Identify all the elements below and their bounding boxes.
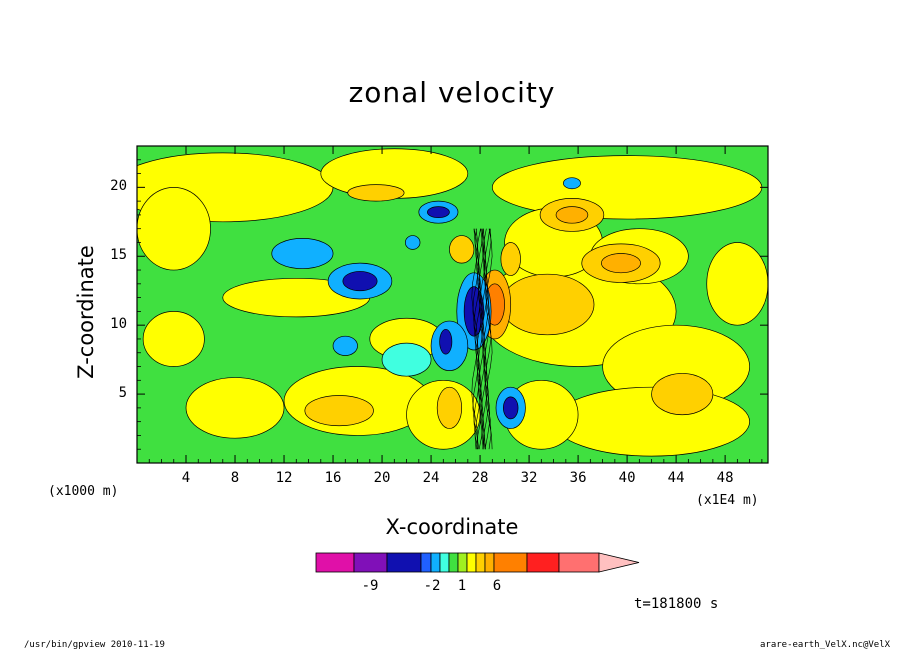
contour-region-18 (436, 386, 463, 429)
x-tick-label-6: 28 (471, 470, 489, 486)
dense-contour-3 (474, 228, 482, 450)
colorbar-swatch-2 (386, 552, 422, 573)
colorbar-label-3: 6 (492, 578, 502, 594)
contour-region-10 (553, 386, 750, 457)
x-tick-label-3: 16 (324, 470, 342, 486)
time-label: t=181800 s (634, 596, 719, 612)
dense-contour-11 (483, 228, 491, 450)
x-axis-label: X-coordinate (385, 515, 519, 539)
contour-region-29 (500, 242, 521, 276)
footer-left: /usr/bin/gpview 2010-11-19 (24, 640, 165, 650)
colorbar-swatch-11 (493, 552, 528, 573)
colorbar-label-2: 1 (457, 578, 467, 594)
contour-region-30 (271, 237, 334, 270)
colorbar-swatch-3 (420, 552, 432, 573)
x-tick-label-2: 12 (275, 470, 293, 486)
colorbar-swatch-1 (353, 552, 388, 573)
colorbar-label-0: -9 (361, 578, 379, 594)
contour-region-27 (347, 184, 405, 202)
colorbar-swatch-0 (315, 552, 355, 573)
colorbar-swatch-9 (475, 552, 486, 573)
contour-region-40 (502, 396, 519, 420)
contour-region-34 (427, 206, 450, 219)
y-axis-label: Z-coordinate (74, 245, 98, 379)
dense-contour-12 (484, 228, 492, 450)
colorbar-swatch-12 (526, 552, 560, 573)
colorbar-label-1: -2 (423, 578, 441, 594)
contour-region-42 (404, 235, 421, 250)
y-tick-label-1: 10 (110, 316, 127, 333)
chart-title: zonal velocity (348, 76, 556, 109)
x-tick-label-4: 20 (373, 470, 391, 486)
contour-region-43 (563, 177, 581, 190)
x-tick-label-7: 32 (520, 470, 538, 486)
colorbar-swatch-5 (439, 552, 450, 573)
x-tick-label-10: 44 (667, 470, 685, 486)
colorbar-extend-arrow (598, 552, 640, 573)
x-unit-right: (x1E4 m) (696, 493, 759, 508)
x-tick-label-5: 24 (422, 470, 440, 486)
contour-region-17 (304, 395, 374, 427)
contour-region-28 (449, 235, 475, 264)
contour-region-5 (185, 377, 285, 439)
colorbar-swatch-10 (484, 552, 495, 573)
colorbar-swatch-4 (430, 552, 441, 573)
colorbar-swatch-7 (457, 552, 468, 573)
dense-contour-1 (472, 228, 480, 450)
x-tick-label-1: 8 (230, 470, 240, 486)
contour-region-21 (555, 206, 589, 224)
x-tick-label-11: 48 (716, 470, 734, 486)
contour-region-19 (500, 273, 595, 336)
contour-region-44 (381, 342, 432, 377)
contour-region-3 (137, 187, 211, 271)
contour-region-13 (142, 311, 205, 367)
footer-right: arare-earth_VelX.nc@VelX (760, 640, 891, 650)
y-tick-label-2: 15 (110, 247, 127, 264)
dense-contour-9 (481, 228, 488, 450)
x-tick-label-8: 36 (569, 470, 587, 486)
x-tick-label-0: 4 (181, 470, 191, 486)
x-unit-left: (x1000 m) (48, 484, 119, 499)
dense-contour-8 (480, 228, 487, 450)
plot-area (137, 146, 768, 463)
contour-region-26 (651, 373, 714, 416)
y-tick-label-3: 20 (110, 178, 127, 195)
contour-region-12 (706, 242, 768, 326)
contour-region-2 (491, 155, 763, 220)
contour-region-38 (439, 328, 453, 355)
y-tick-label-0: 5 (118, 385, 127, 402)
contour-region-32 (342, 271, 378, 292)
contour-region-23 (601, 253, 641, 274)
colorbar-swatch-8 (466, 552, 477, 573)
contour-region-41 (332, 335, 358, 356)
dense-contour-13 (485, 228, 493, 450)
plot-frame (136, 145, 769, 464)
colorbar-swatch-13 (558, 552, 600, 573)
colorbar-swatch-6 (448, 552, 459, 573)
x-tick-label-9: 40 (618, 470, 636, 486)
